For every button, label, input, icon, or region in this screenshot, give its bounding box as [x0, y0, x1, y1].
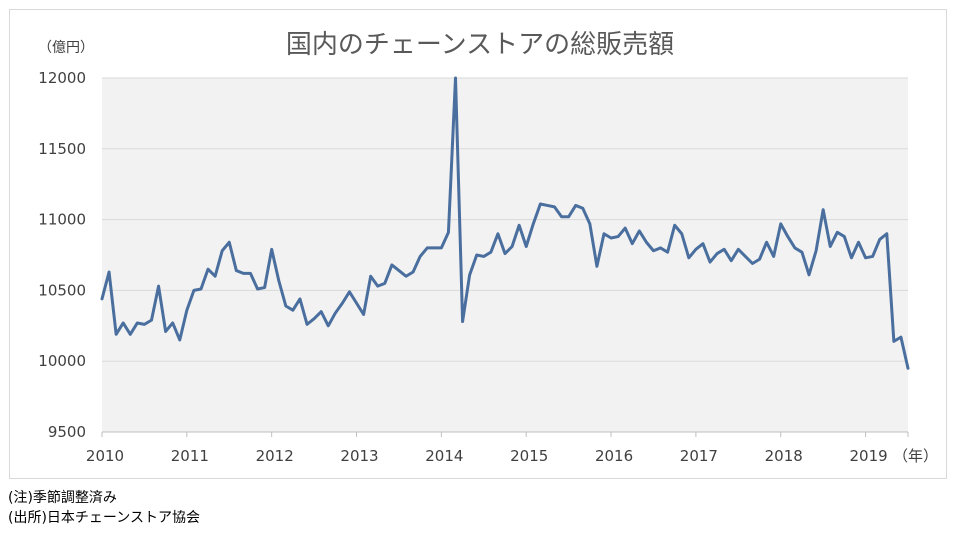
x-tick-label: 2015 — [510, 447, 548, 465]
x-axis: 2010 2011 2012 2013 2014 2015 2016 2017 2018 2019 — [86, 431, 909, 465]
y-tick-label: 10000 — [38, 352, 86, 370]
y-tick-label: 11500 — [38, 140, 86, 158]
chart-title: 国内のチェーンストアの総販売額 — [285, 30, 675, 60]
x-tick-label: 2019 — [849, 447, 887, 465]
x-tick-label: 2014 — [425, 447, 463, 465]
x-tick-label: 2012 — [256, 447, 294, 465]
x-tick-label: 2016 — [595, 447, 633, 465]
series-group — [100, 76, 910, 370]
x-tick-label: 2017 — [680, 447, 718, 465]
note-source: (出所)日本チェーンストア協会 — [8, 510, 200, 526]
footnotes: (注)季節調整済み (出所)日本チェーンストア協会 — [8, 488, 200, 528]
y-tick-label: 11000 — [38, 211, 86, 229]
gridlines — [102, 77, 908, 362]
y-axis-unit-label: （億円） — [38, 40, 94, 56]
series-line — [100, 76, 910, 370]
x-tick-label: 2010 — [86, 447, 124, 465]
y-tick-label: 10500 — [38, 281, 86, 299]
y-axis-ticks: 9500 10000 10500 11000 11500 12000 — [38, 69, 86, 441]
y-tick-label: 12000 — [38, 69, 86, 87]
x-tick-label: 2011 — [171, 447, 209, 465]
y-tick-label: 9500 — [48, 423, 86, 441]
note-seasonal-adjustment: (注)季節調整済み — [8, 490, 117, 506]
x-axis-unit-label: （年） — [893, 447, 939, 465]
x-tick-label: 2013 — [340, 447, 378, 465]
x-tick-label: 2018 — [765, 447, 803, 465]
